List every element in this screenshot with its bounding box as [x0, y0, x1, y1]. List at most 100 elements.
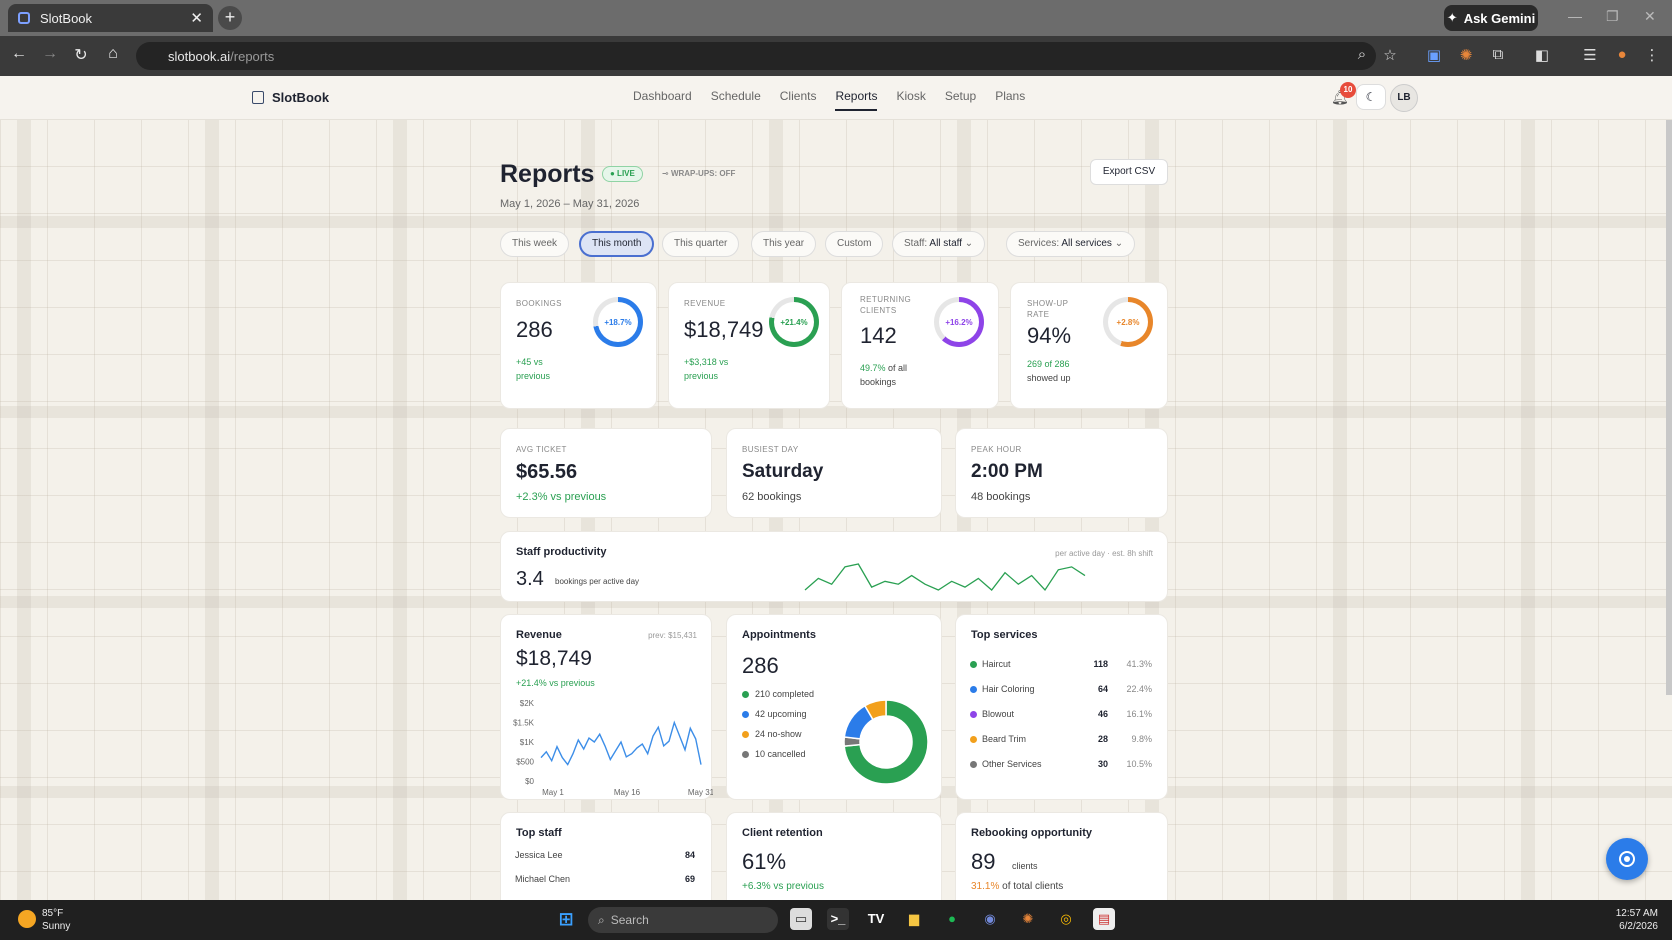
nav-plans[interactable]: Plans	[995, 89, 1026, 103]
home-icon[interactable]: ⌂	[108, 45, 118, 62]
url-field[interactable]: slotbook.ai/reports	[136, 42, 1376, 70]
dark-mode-toggle[interactable]: ☾	[1356, 84, 1386, 110]
kpi-ring: +2.8%	[1103, 297, 1153, 347]
close-window-icon[interactable]: ✕	[1644, 8, 1656, 24]
kpi-label: SHOW-UP RATE	[1027, 298, 1068, 320]
service-row[interactable]: Haircut 118 41.3%	[970, 659, 1152, 669]
claude-icon[interactable]: ✺	[1022, 911, 1034, 926]
terminal-icon[interactable]: >_	[827, 908, 849, 930]
wrapups-toggle[interactable]: ⊸ WRAP-UPS: OFF	[662, 169, 736, 178]
stat-label: BUSIEST DAY	[742, 445, 799, 454]
app-logo[interactable]: SlotBook	[252, 90, 329, 105]
kpi-sub-line1: +45 vs	[516, 357, 543, 367]
export-csv-button[interactable]: Export CSV	[1090, 159, 1168, 185]
staff-row[interactable]: Michael Chen 69	[515, 874, 695, 884]
discord-icon[interactable]: ◉	[984, 911, 996, 926]
service-row[interactable]: Beard Trim 28 9.8%	[970, 734, 1152, 744]
filter-this-week[interactable]: This week	[500, 231, 570, 257]
kpi-sub-line2: previous	[684, 371, 719, 381]
service-row[interactable]: Other Services 30 10.5%	[970, 759, 1152, 769]
legend-upcoming: 42 upcoming	[742, 709, 814, 719]
staff-row[interactable]: Jessica Lee 84	[515, 850, 695, 860]
productivity-sparkline	[804, 563, 1086, 592]
rebooking-sub: 31.1% of total clients	[971, 881, 1063, 892]
kpi-sub-highlight: 269 of 286	[1027, 359, 1070, 369]
claude-extension-icon[interactable]: ✺	[1459, 47, 1473, 64]
zoom-icon[interactable]: ⌕	[1357, 46, 1367, 63]
weather-sun-icon[interactable]	[18, 910, 36, 928]
filter-this-quarter[interactable]: This quarter	[662, 231, 740, 257]
retention-value: 61%	[742, 849, 787, 874]
tab-search-icon[interactable]: ☰	[1583, 47, 1597, 64]
page-scrollbar[interactable]	[1666, 120, 1672, 695]
file-explorer-icon[interactable]: ▆	[909, 911, 919, 926]
nav-dashboard[interactable]: Dashboard	[633, 89, 692, 103]
service-row[interactable]: Blowout 46 16.1%	[970, 709, 1152, 719]
url-path: /reports	[230, 48, 275, 64]
donut-slice	[843, 699, 929, 785]
kpi-sub-line1: +$3,318 vs	[684, 357, 729, 367]
browser-menu-icon[interactable]: ⋮	[1644, 47, 1660, 64]
services-select[interactable]: Services: All services ⌄	[1006, 231, 1136, 257]
filter-custom[interactable]: Custom	[825, 231, 884, 257]
app-icon[interactable]: ▤	[1093, 908, 1115, 930]
weather-widget[interactable]: 85°F Sunny	[42, 907, 70, 933]
forward-arrow-icon[interactable]: →	[42, 45, 58, 62]
service-row[interactable]: Hair Coloring 64 22.4%	[970, 684, 1152, 694]
back-arrow-icon[interactable]: ←	[11, 45, 27, 62]
browser-tab[interactable]: SlotBook ✕	[8, 4, 213, 32]
filter-this-month[interactable]: This month	[579, 231, 655, 257]
system-clock[interactable]: 12:57 AM 6/2/2026	[1598, 907, 1658, 933]
y-tick-label: $0	[525, 777, 534, 786]
kpi-label-line1: RETURNING	[860, 295, 912, 304]
close-tab-icon[interactable]: ✕	[190, 10, 203, 27]
staff-select[interactable]: Staff: All staff ⌄	[892, 231, 986, 257]
restore-icon[interactable]: ❐	[1606, 8, 1619, 24]
kpi-change: +21.4%	[774, 302, 814, 342]
filter-this-year[interactable]: This year	[751, 231, 817, 257]
profile-icon[interactable]: ●	[1617, 46, 1627, 63]
ask-gemini-button[interactable]: ✦ Ask Gemini	[1444, 5, 1538, 31]
service-pct: 10.5%	[1126, 759, 1152, 769]
translate-icon[interactable]: ▣	[1426, 47, 1442, 64]
task-view-icon[interactable]: ▭	[790, 908, 812, 930]
chrome-icon[interactable]: ◎	[1060, 911, 1072, 926]
nav-setup[interactable]: Setup	[944, 89, 977, 103]
services-select-label: Services:	[1018, 238, 1060, 249]
stat-value: 2:00 PM	[971, 461, 1043, 482]
service-count: 118	[1093, 659, 1108, 669]
ask-gemini-label: Ask Gemini	[1463, 10, 1536, 26]
y-tick-label: $1K	[520, 738, 535, 747]
kpi-label: BOOKINGS	[516, 299, 562, 308]
assistant-fab-button[interactable]	[1606, 838, 1648, 880]
kpi-label-line2: CLIENTS	[860, 306, 897, 315]
nav-clients[interactable]: Clients	[779, 89, 817, 103]
kpi-change: +2.8%	[1108, 302, 1148, 342]
extensions-icon[interactable]: ⧉	[1492, 46, 1504, 63]
stat-value: Saturday	[742, 461, 824, 482]
service-pct: 41.3%	[1126, 659, 1152, 669]
spotify-icon[interactable]: ●	[948, 911, 956, 926]
kpi-value: 142	[860, 323, 897, 348]
nav-reports[interactable]: Reports	[835, 89, 878, 111]
nav-schedule[interactable]: Schedule	[710, 89, 761, 103]
legend-dot	[742, 690, 749, 698]
taskbar-search[interactable]: ⌕ Search	[588, 907, 778, 933]
main-menu: Dashboard Schedule Clients Reports Kiosk…	[633, 89, 1025, 111]
new-tab-button[interactable]: +	[218, 6, 242, 30]
service-pct: 16.1%	[1126, 709, 1152, 719]
minimize-icon[interactable]: —	[1568, 8, 1582, 24]
side-panel-icon[interactable]: ◧	[1534, 47, 1550, 64]
nav-kiosk[interactable]: Kiosk	[896, 89, 926, 103]
bookmark-star-icon[interactable]: ☆	[1383, 47, 1397, 64]
tradingview-icon[interactable]: TV	[867, 911, 885, 926]
reload-icon[interactable]: ↻	[74, 47, 88, 64]
avatar[interactable]: LB	[1390, 84, 1418, 112]
productivity-note: per active day · est. 8h shift	[1055, 549, 1153, 558]
wrapups-label: WRAP-UPS: OFF	[670, 169, 736, 178]
kpi-sub: +45 vs previous	[516, 355, 550, 383]
kpi-ring: +16.2%	[934, 297, 984, 347]
kpi-change: +16.2%	[939, 302, 979, 342]
windows-start-icon[interactable]: ⊞	[558, 909, 574, 929]
appointments-title: Appointments	[742, 629, 816, 641]
